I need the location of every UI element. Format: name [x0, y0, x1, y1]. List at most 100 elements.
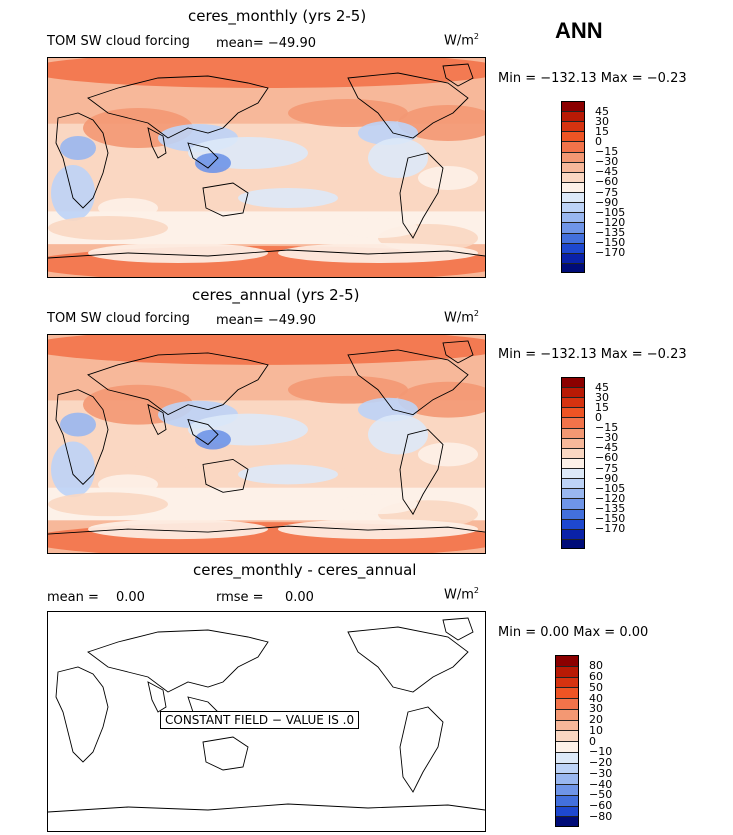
- colorbar-swatch: [555, 773, 579, 784]
- colorbar-swatch: [555, 784, 579, 795]
- colorbar-tick-label: 15: [595, 400, 609, 414]
- field-contour-region: [338, 494, 418, 515]
- panel1-minmax: Min = −132.13 Max = −0.23: [498, 71, 687, 86]
- colorbar-swatch: [555, 816, 579, 827]
- colorbar-tick-label: −170: [595, 522, 626, 536]
- panel1-units: W/m2: [444, 32, 479, 49]
- field-contour-region: [368, 414, 428, 455]
- field-contour-region: [288, 99, 408, 127]
- colorbar-tick-label: −80: [589, 809, 613, 823]
- colorbar-swatch: [555, 719, 579, 731]
- colorbar-tick-label: 80: [589, 659, 603, 673]
- colorbar-tick-label: −30: [595, 431, 619, 445]
- constant-field-label: CONSTANT FIELD − VALUE IS .0: [160, 711, 360, 729]
- field-contour-region: [48, 492, 168, 517]
- coastline: [55, 389, 109, 485]
- coastline: [442, 617, 474, 641]
- colorbar-tick-label: −90: [595, 195, 619, 209]
- colorbar-tick-label: −45: [595, 441, 619, 455]
- field-contour-region: [48, 335, 485, 365]
- coastline: [399, 706, 444, 793]
- field-contour-region: [418, 166, 478, 190]
- field-contour-region: [51, 165, 95, 221]
- colorbar-swatch: [561, 407, 585, 418]
- colorbar-tick-label: 0: [595, 410, 602, 424]
- colorbar-swatch: [561, 242, 585, 253]
- colorbar-swatch: [561, 538, 585, 549]
- colorbar-swatch: [561, 397, 585, 408]
- panel1-map: [47, 57, 486, 278]
- coastline: [399, 429, 444, 516]
- panel3-title: ceres_monthly - ceres_annual: [193, 561, 417, 579]
- panel3-minmax: Min = 0.00 Max = 0.00: [498, 625, 649, 640]
- colorbar-swatch: [561, 202, 585, 213]
- colorbar-tick-label: −135: [595, 226, 626, 240]
- colorbar-swatch: [555, 687, 579, 698]
- colorbar-tick-label: −10: [589, 745, 613, 759]
- field-contour-region: [338, 218, 418, 238]
- colorbar-tick-label: −170: [595, 246, 626, 260]
- coastline: [48, 803, 485, 813]
- field-contour-region: [398, 381, 485, 418]
- colorbar-tick-label: 45: [595, 104, 609, 118]
- colorbar-swatch: [561, 518, 585, 529]
- colorbar-swatch: [561, 151, 585, 162]
- coastline: [442, 340, 474, 364]
- colorbar-tick-label: 10: [589, 723, 603, 737]
- colorbar-tick-label: 40: [589, 691, 603, 705]
- colorbar-swatch: [561, 181, 585, 193]
- coastline: [147, 403, 219, 446]
- colorbar-tick-label: −50: [589, 788, 613, 802]
- coastline: [347, 72, 469, 139]
- field-contour-region: [88, 243, 268, 263]
- colorbar-tick-label: −40: [589, 777, 613, 791]
- colorbar-tick-label: −60: [589, 799, 613, 812]
- colorbar-tick-label: −135: [595, 502, 626, 516]
- panel3-mean-value: 0.00: [116, 590, 145, 605]
- panel1-field-label: TOM SW cloud forcing: [47, 34, 190, 49]
- colorbar-tick-label: 45: [595, 380, 609, 394]
- colorbar-tick-label: −30: [589, 766, 613, 780]
- coastline: [48, 249, 485, 259]
- panel3-mean-label: mean =: [47, 590, 99, 605]
- panel3-colorbar: 80 60 50 40 30 20 10 0 −10 −20 −30 −40 −50 −60 −80: [555, 655, 645, 827]
- panel3-units: W/m2: [444, 586, 479, 603]
- panel3-rmse-value: 0.00: [285, 590, 314, 605]
- panel2-field-label: TOM SW cloud forcing: [47, 311, 190, 326]
- colorbar-tick-label: −120: [595, 491, 626, 505]
- colorbar-swatch: [561, 131, 585, 142]
- colorbar-swatch: [561, 427, 585, 438]
- coastline: [347, 349, 469, 416]
- panel2-minmax: Min = −132.13 Max = −0.23: [498, 347, 687, 362]
- field-contour-region: [88, 519, 268, 540]
- colorbar-swatch: [561, 447, 585, 458]
- coastline: [399, 152, 444, 239]
- colorbar-swatch: [561, 508, 585, 519]
- field-contour-region: [278, 243, 478, 263]
- colorbar-swatch: [555, 741, 579, 752]
- panel1-colorbar: 45 30 15 0 −15 −30 −45 −60 −75 −90 −105 −120 −135 −15…: [561, 101, 651, 273]
- panel2-map: [47, 334, 486, 554]
- coastline: [202, 736, 249, 771]
- colorbar-tick-label: 60: [589, 670, 603, 683]
- colorbar-swatch: [555, 665, 579, 677]
- field-contour-region: [368, 138, 428, 178]
- colorbar-swatch: [561, 468, 585, 479]
- colorbar-tick-label: 30: [589, 702, 603, 716]
- colorbar-frame: [555, 655, 579, 827]
- field-contour-region: [278, 519, 478, 540]
- colorbar-swatch: [561, 498, 585, 509]
- colorbar-swatch: [561, 232, 585, 243]
- coastline: [147, 127, 219, 169]
- colorbar-swatch: [555, 794, 579, 806]
- colorbar-tick-label: −120: [595, 215, 626, 229]
- colorbar-tick-label: −150: [595, 512, 626, 526]
- colorbar-swatch: [561, 437, 585, 448]
- coastline: [48, 525, 485, 535]
- panel1-mean: mean= −49.90: [216, 36, 317, 51]
- field-contour-region: [98, 198, 158, 218]
- colorbar-swatch: [561, 262, 585, 273]
- colorbar-tick-label: 30: [595, 390, 609, 404]
- panel2-units: W/m2: [444, 309, 479, 326]
- colorbar-swatch: [561, 417, 585, 428]
